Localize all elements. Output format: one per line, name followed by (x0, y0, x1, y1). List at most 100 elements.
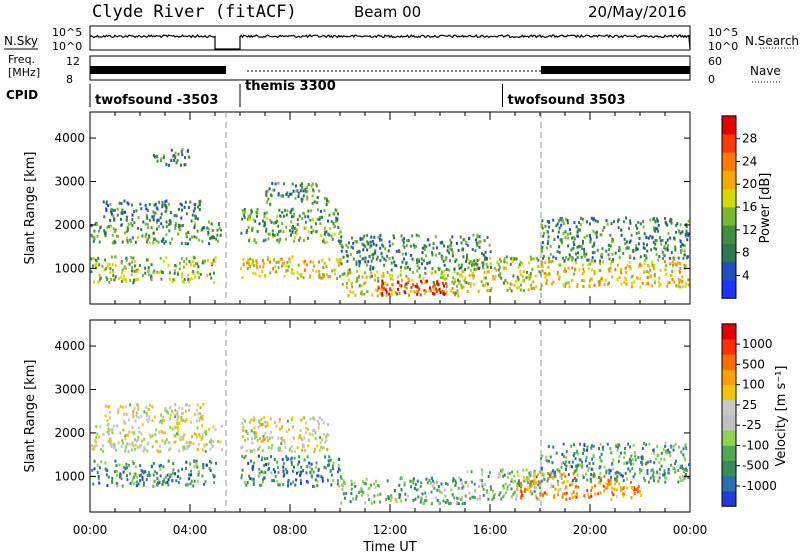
power-panel-cell (418, 266, 421, 270)
velocity-panel-cell (201, 424, 204, 428)
power-panel-cell (616, 277, 619, 281)
velocity-panel-cell (417, 487, 420, 491)
velocity-panel-cell (262, 471, 265, 475)
velocity-panel-cell (564, 460, 567, 464)
velocity-panel-cell (650, 469, 653, 473)
power-panel-cell (477, 289, 480, 293)
power-panel-cell (349, 290, 352, 294)
power-panel-cell (198, 203, 201, 207)
velocity-panel-cell (394, 497, 397, 501)
power-panel-cell (120, 217, 122, 221)
power-panel-cell (324, 230, 327, 234)
velocity-panel-cell (201, 433, 204, 437)
velocity-panel-cell (182, 437, 185, 441)
velocity-panel-cell (324, 466, 327, 470)
velocity-panel-cell (653, 461, 656, 465)
velocity-panel-cell (104, 404, 107, 408)
velocity-panel-cell (178, 406, 181, 410)
power-panel-cell (391, 274, 394, 278)
power-panel-cell (403, 245, 406, 249)
power-panel-cell (575, 225, 578, 229)
power-panel-cell (576, 256, 579, 260)
velocity-panel-cell (583, 444, 586, 447)
velocity-panel-cell (323, 432, 325, 436)
velocity-panel-cell (466, 470, 469, 474)
velocity-panel-cell (523, 489, 526, 493)
velocity-panel-cell (440, 491, 443, 495)
velocity-panel-cell (289, 482, 292, 486)
velocity-panel-cell (177, 429, 180, 433)
velocity-panel-cell (677, 480, 680, 484)
power-panel-cell (293, 235, 296, 239)
power-panel-cell (371, 253, 374, 257)
velocity-panel-cell (444, 482, 447, 485)
power-panel-cell (345, 285, 348, 289)
velocity-panel-cell (195, 433, 198, 437)
power-panel-cell (590, 259, 593, 263)
power-panel-cell (424, 248, 426, 251)
power-panel-cell (121, 279, 124, 283)
velocity-panel-cell (658, 472, 661, 476)
power-panel-cell (101, 264, 104, 268)
velocity-panel-cell (606, 486, 609, 490)
power-panel-cell (441, 241, 444, 245)
velocity-panel-cell (283, 472, 286, 476)
velocity-panel-cell (617, 445, 619, 449)
power-panel-cell (274, 182, 277, 186)
velocity-panel-cell (270, 446, 273, 450)
power-panel-cell (255, 259, 258, 263)
power-panel-cell (537, 258, 540, 262)
power-panel-cell (109, 271, 112, 275)
velocity-panel-cell (113, 443, 116, 446)
velocity-panel-cell (592, 454, 595, 457)
power-panel-cell (444, 292, 447, 295)
velocity-panel-cell (277, 470, 280, 474)
power-panel-cell (114, 240, 117, 244)
power-panel-cell (131, 260, 134, 264)
power-panel-cell (180, 275, 183, 279)
velocity-panel-cell (202, 464, 205, 467)
power-panel-cell (560, 240, 563, 244)
power-panel-cell (540, 248, 543, 252)
velocity-panel-cell (425, 499, 428, 503)
power-panel-cell (603, 226, 606, 229)
power-panel-cell (170, 159, 173, 162)
velocity-panel-cell (658, 476, 661, 480)
velocity-panel-cell (309, 465, 311, 469)
velocity-panel-cell (117, 407, 120, 411)
power-panel-cell (146, 216, 149, 220)
power-panel-cell (112, 274, 115, 277)
power-panel-cell (640, 264, 643, 267)
power-panel-cell (626, 246, 629, 250)
power-cbar-tick-label: 24 (742, 154, 757, 168)
velocity-cbar-swatch (722, 369, 736, 385)
velocity-panel-cell (616, 470, 619, 474)
velocity-panel-cell (115, 464, 118, 467)
velocity-panel-cell (124, 437, 127, 441)
power-panel-cell (345, 243, 348, 247)
velocity-panel-cell (555, 451, 558, 455)
velocity-panel-cell (681, 475, 684, 478)
power-panel-cell (374, 251, 377, 255)
power-panel-cell (351, 246, 354, 250)
velocity-panel-cell (527, 478, 530, 482)
velocity-panel-cell (592, 474, 595, 478)
power-panel-cell (252, 271, 255, 275)
power-panel-cell (168, 277, 171, 281)
velocity-panel-cell (122, 428, 125, 432)
power-panel-cell (679, 267, 682, 270)
power-panel-cell (313, 200, 316, 204)
velocity-panel-cell (513, 474, 516, 478)
velocity-panel-cell (640, 469, 643, 473)
power-panel-cell (334, 208, 337, 212)
power-panel-cell (543, 231, 545, 235)
power-panel-cell (646, 276, 649, 279)
power-panel-cell (140, 207, 143, 211)
velocity-panel-cell (331, 464, 334, 468)
velocity-panel-cell (517, 479, 520, 483)
velocity-panel-cell (120, 477, 123, 481)
velocity-panel-cell (447, 500, 449, 504)
power-panel-cell (124, 210, 127, 214)
velocity-panel-cell (291, 449, 293, 453)
